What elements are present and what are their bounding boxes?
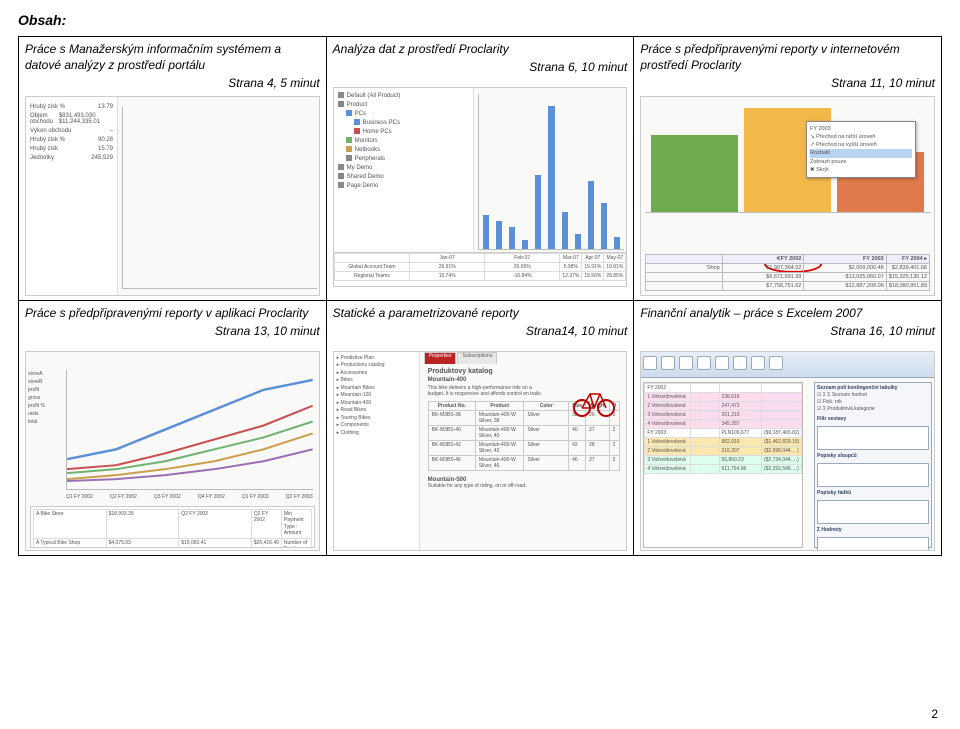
cell-text: Statické a parametrizované reporty: [333, 305, 628, 321]
cell-page: Strana 4, 5 minut: [25, 75, 320, 91]
pivot-pane: Seznam polí kontingenční tabulky☑ Σ Σ Se…: [814, 382, 932, 548]
product-name-2: Mountain-500: [424, 473, 625, 483]
thumb-proclarity-web: FY 2003↘ Přechod na nižší úroveň↗ Přecho…: [640, 96, 935, 296]
excel-ribbon: [641, 352, 934, 378]
cell-r1c1: Práce s Manažerským informačním systémem…: [25, 41, 320, 92]
product-desc: This bike delivers a high-performance ri…: [424, 383, 554, 399]
content-grid: Práce s Manažerským informačním systémem…: [18, 36, 942, 556]
thumb-proclarity-analysis: Default (All Product)ProductPCsBusiness …: [333, 87, 628, 287]
report-header: Produktovy katalog: [424, 366, 625, 377]
bike-icon: [570, 386, 618, 418]
thumb-dashboard: Hrubý zisk %13.79Objem obchodu$831,493,0…: [25, 96, 320, 296]
cell-r1c2: Analýza dat z prostředí Proclarity Stran…: [333, 41, 628, 83]
cell-r2c1: Práce s předpřipravenými reporty v aplik…: [25, 305, 320, 347]
cell-page: Strana 6, 10 minut: [333, 59, 628, 75]
cell-page: Strana 11, 10 minut: [640, 75, 935, 91]
cell-page: Strana 16, 10 minut: [640, 323, 935, 339]
thumb-excel: FY 20021 Volno/dovolená238,6162 Volno/do…: [640, 351, 935, 551]
cell-r1c3: Práce s předpřipravenými reporty v inter…: [640, 41, 935, 92]
cell-page: Strana14, 10 minut: [333, 323, 628, 339]
thumb-proclarity-app: storeAstoreBprofitgrossprofit %unitstota…: [25, 351, 320, 551]
thumb-static-reports: ▸ Predictive Plan▸ Productions catalog▸ …: [333, 351, 628, 551]
cell-text: Práce s předpřipravenými reporty v inter…: [640, 41, 935, 73]
page-number: 2: [931, 707, 938, 721]
cell-text: Analýza dat z prostředí Proclarity: [333, 41, 628, 57]
cell-r2c2: Statické a parametrizované reporty Stran…: [333, 305, 628, 347]
context-menu-mock: FY 2003↘ Přechod na nižší úroveň↗ Přecho…: [806, 121, 916, 179]
product-desc-2: Suitable for any type of riding, on or o…: [424, 483, 625, 489]
cell-text: Práce s předpřipravenými reporty v aplik…: [25, 305, 320, 321]
page-title: Obsah:: [18, 12, 942, 28]
cell-text: Práce s Manažerským informačním systémem…: [25, 41, 320, 73]
cell-text: Finanční analytik – práce s Excelem 2007: [640, 305, 935, 321]
cell-r2c3: Finanční analytik – práce s Excelem 2007…: [640, 305, 935, 347]
cell-page: Strana 13, 10 minut: [25, 323, 320, 339]
bar: [651, 135, 738, 211]
